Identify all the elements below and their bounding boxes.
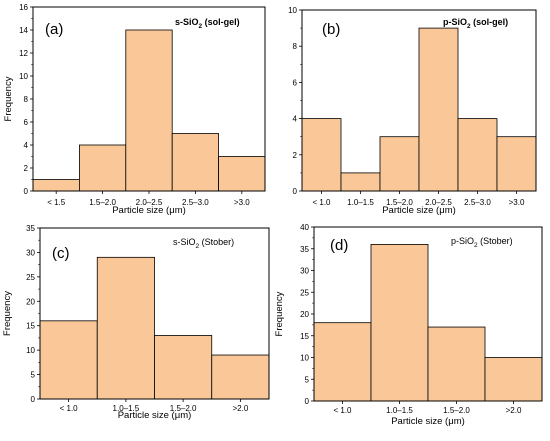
y-tick-label: 30 (300, 267, 309, 276)
bar (211, 354, 270, 400)
bar (427, 326, 486, 402)
panel-letter: (d) (330, 237, 348, 254)
panel-letter: (c) (52, 245, 70, 262)
x-tick-label: 2.0–2.5 (425, 198, 452, 207)
y-tick-label: 5 (305, 375, 310, 384)
chart-title: p-SiO2 (Stober) (451, 236, 513, 249)
y-tick-label: 20 (26, 297, 35, 306)
y-tick-label: 16 (19, 3, 28, 12)
bar (125, 29, 173, 192)
x-axis-label: Particle size (μm) (382, 205, 456, 216)
bar (32, 179, 80, 192)
x-tick-label: 2.5–3.0 (464, 198, 491, 207)
bar (39, 320, 98, 400)
y-tick-label: 6 (293, 78, 298, 87)
y-tick-label: 0 (305, 397, 310, 406)
bar (379, 136, 420, 192)
y-axis-label: Frequency (2, 291, 13, 336)
x-tick-label: 1.0–1.5 (347, 198, 374, 207)
y-tick-label: 10 (300, 354, 309, 363)
x-tick-label: < 1.0 (333, 406, 352, 415)
y-tick-label: 12 (19, 49, 28, 58)
bar (340, 172, 381, 192)
bar (218, 156, 266, 192)
bar (96, 256, 155, 400)
y-tick-label: 10 (26, 346, 35, 355)
y-tick-label: 2 (293, 151, 298, 160)
x-tick-label: < 1.5 (47, 198, 66, 207)
y-axis-label: Frequency (3, 76, 14, 121)
x-tick-label: < 1.0 (60, 404, 79, 413)
y-tick-label: 4 (293, 115, 298, 124)
y-axis-label: Frequency (274, 291, 285, 336)
x-axis-label: Particle size (μm) (118, 410, 192, 421)
panel-3: 0 5 10 15 20 25 30 35 < 1.0 1.0–1.5 1.5–2.0 >2.0 Par… (2, 224, 270, 421)
y-tick-label: 6 (24, 118, 29, 127)
bar (79, 144, 127, 192)
y-tick-label: 15 (26, 322, 35, 331)
x-tick-label: 1.5–2.0 (89, 198, 116, 207)
y-tick-label: 4 (24, 141, 29, 150)
bar (496, 136, 537, 192)
x-tick-label: >2.0 (232, 404, 248, 413)
y-tick-label: 25 (300, 288, 309, 297)
panel-letter: (a) (45, 21, 63, 38)
panel-2: 0 2 4 6 8 10 < 1.0 1.0–1.5 1.5–2.0 2.0–2.5 2.5–3.0… (288, 6, 537, 216)
y-tick-label: 8 (24, 95, 29, 104)
chart-title: p-SiO2 (sol-gel) (443, 17, 508, 30)
bar (154, 335, 213, 400)
bar (370, 243, 429, 402)
x-tick-label: < 1.0 (312, 198, 331, 207)
bar (313, 322, 372, 402)
y-tick-label: 20 (300, 310, 309, 319)
x-tick-label: 1.0–1.5 (113, 404, 140, 413)
y-tick-label: 0 (31, 395, 36, 404)
y-tick-label: 0 (24, 187, 29, 196)
x-tick-label: >2.0 (506, 406, 522, 415)
bar (484, 357, 543, 402)
x-tick-label: 1.5–2.0 (170, 404, 197, 413)
y-tick-label: 2 (24, 164, 29, 173)
y-tick-label: 25 (26, 273, 35, 282)
panel-letter: (b) (322, 21, 340, 38)
x-axis-label: Particle size (μm) (391, 416, 465, 427)
y-tick-label: 10 (288, 6, 297, 15)
chart-title: s-SiO2 (sol-gel) (175, 17, 240, 30)
y-tick-label: 14 (19, 26, 28, 35)
y-tick-label: 0 (293, 187, 298, 196)
panel-1: 0 2 4 6 8 10 12 14 16 < 1.5 1.5–2.0 2.0–2.5 2.5–3.0 >… (3, 3, 266, 216)
y-tick-label: 35 (300, 245, 309, 254)
x-tick-label: 2.0–2.5 (136, 198, 163, 207)
chart-title: s-SiO2 (Stober) (173, 237, 234, 250)
bar (457, 118, 498, 192)
x-tick-label: >3.0 (509, 198, 525, 207)
panel-4: 0 5 10 15 20 25 30 35 40 < 1.0 1.0–1.5 1.5–2.0 >2.0 P… (274, 223, 543, 427)
x-axis-label: Particle size (μm) (112, 205, 186, 216)
bar (418, 27, 459, 192)
x-tick-label: 1.5–2.0 (386, 198, 413, 207)
x-tick-label: 1.5–2.0 (443, 406, 470, 415)
bar (171, 133, 219, 192)
x-tick-label: 1.0–1.5 (386, 406, 413, 415)
x-tick-label: 2.5–3.0 (182, 198, 209, 207)
y-tick-label: 15 (300, 332, 309, 341)
y-tick-label: 30 (26, 248, 35, 257)
y-tick-label: 40 (300, 223, 309, 232)
y-tick-label: 5 (31, 371, 36, 380)
x-tick-label: >3.0 (234, 198, 250, 207)
y-tick-label: 35 (26, 224, 35, 233)
y-tick-label: 10 (19, 72, 28, 81)
bar (301, 118, 342, 192)
y-tick-label: 8 (293, 42, 298, 51)
